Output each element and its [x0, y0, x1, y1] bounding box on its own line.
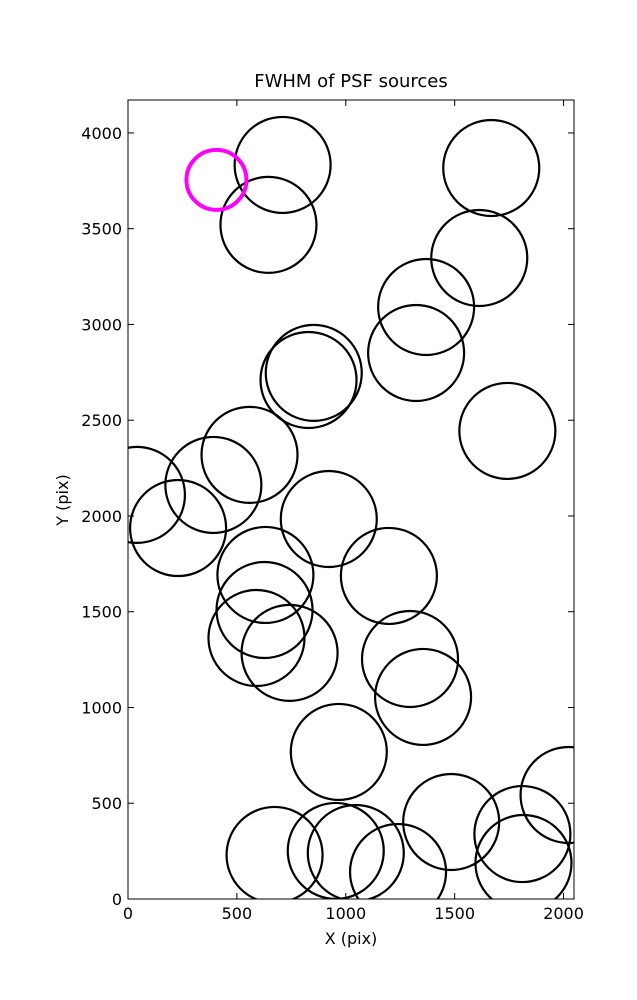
- y-tick-label: 500: [91, 794, 122, 813]
- source-circle: [442, 118, 541, 218]
- chart-title: FWHM of PSF sources: [254, 71, 448, 92]
- source-circle: [184, 147, 249, 212]
- source-circle: [279, 469, 378, 569]
- source-circle: [367, 303, 466, 403]
- y-tick-label: 1000: [81, 698, 122, 717]
- plot-area: [128, 115, 574, 899]
- source-circle: [339, 526, 438, 626]
- x-tick-label: 0: [123, 904, 133, 923]
- y-tick-label: 2500: [81, 411, 122, 430]
- source-circle: [289, 702, 388, 802]
- y-tick-label: 4000: [81, 124, 122, 143]
- source-circle: [200, 405, 299, 504]
- source-circle: [430, 208, 529, 308]
- x-tick-label: 2000: [543, 904, 584, 923]
- y-tick-label: 1500: [81, 603, 122, 622]
- source-circle: [233, 115, 332, 215]
- x-tick-label: 1000: [325, 904, 366, 923]
- source-circle: [377, 257, 476, 357]
- source-circle: [373, 647, 473, 747]
- source-circle: [473, 784, 572, 884]
- source-circle: [219, 175, 318, 274]
- y-tick-label: 2000: [81, 507, 122, 526]
- source-circle: [360, 609, 460, 709]
- source-circle: [402, 772, 501, 872]
- source-circle: [474, 813, 573, 899]
- source-circle: [458, 381, 557, 481]
- source-circle: [264, 323, 363, 423]
- x-tick-label: 1500: [434, 904, 475, 923]
- source-circle: [348, 822, 448, 899]
- y-tick-label: 3500: [81, 220, 122, 239]
- source-circle: [128, 478, 228, 578]
- y-axis-label: Y (pix): [53, 474, 72, 526]
- x-axis-label: X (pix): [325, 929, 378, 948]
- source-circle: [306, 803, 405, 899]
- y-tick-label: 3000: [81, 315, 122, 334]
- source-circle: [259, 330, 358, 430]
- source-circle: [216, 525, 315, 625]
- source-circle: [519, 745, 574, 845]
- source-circle: [240, 603, 339, 703]
- source-circle: [164, 435, 263, 535]
- source-circle: [286, 801, 385, 899]
- source-circle: [207, 588, 306, 688]
- source-circle: [225, 805, 324, 899]
- y-tick-label: 0: [112, 890, 122, 909]
- source-circle: [128, 445, 187, 544]
- x-tick-label: 500: [222, 904, 253, 923]
- axes-frame: [127, 99, 575, 900]
